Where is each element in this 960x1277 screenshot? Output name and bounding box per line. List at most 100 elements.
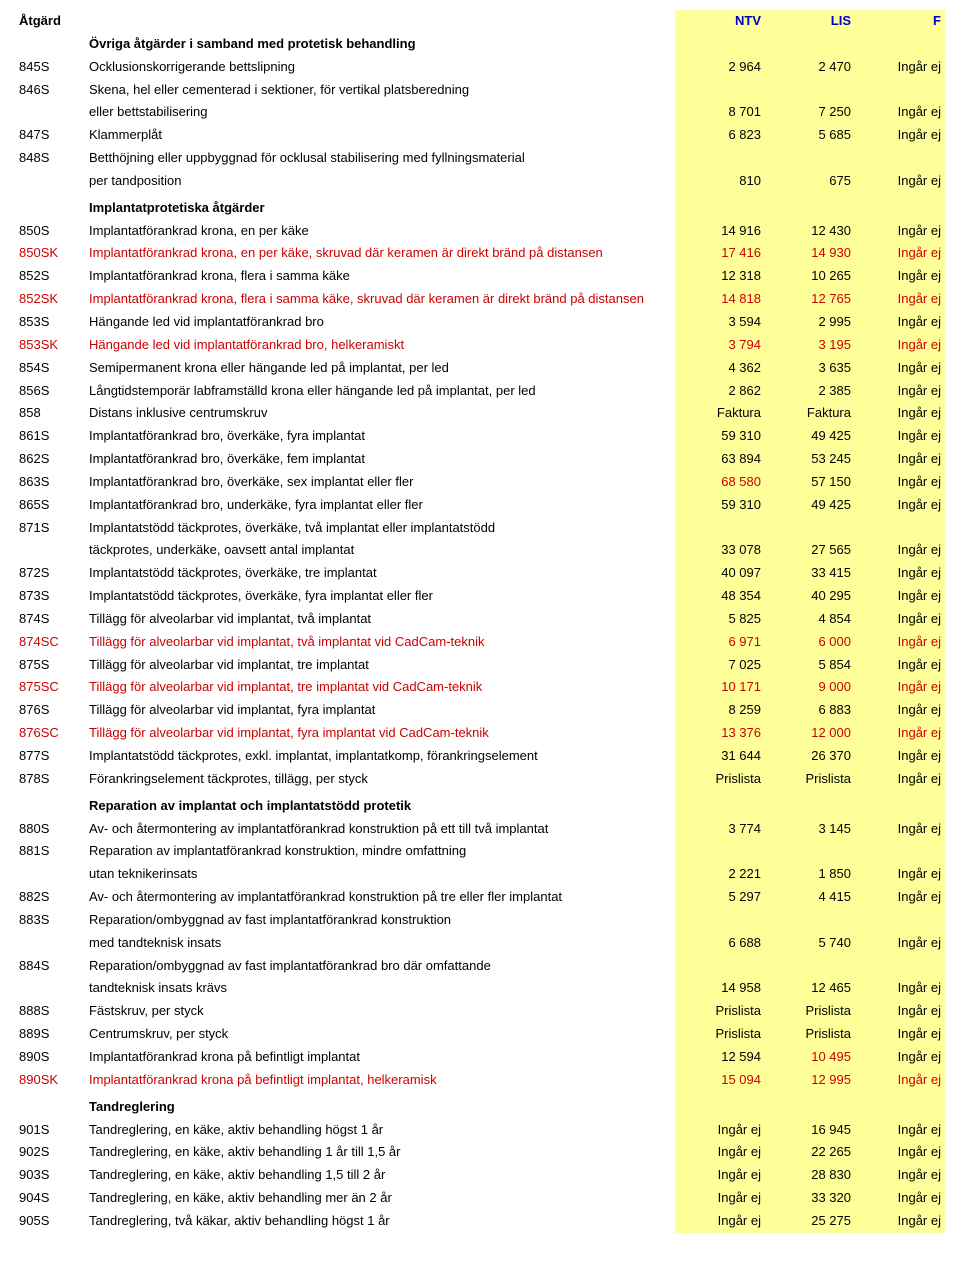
ntv-cell: 810 (675, 170, 765, 193)
price-table: ÅtgärdNTVLISFÖvriga åtgärder i samband m… (15, 10, 945, 1233)
f-cell: Ingår ej (855, 170, 945, 193)
table-row: 853SKHängande led vid implantatförankrad… (15, 334, 945, 357)
table-row: 871SImplantatstödd täckprotes, överkäke,… (15, 517, 945, 540)
f-cell: Ingår ej (855, 608, 945, 631)
lis-cell: 12 000 (765, 722, 855, 745)
code-cell: 845S (15, 56, 85, 79)
lis-cell: 5 685 (765, 124, 855, 147)
code-cell: 877S (15, 745, 85, 768)
f-cell: Ingår ej (855, 220, 945, 243)
desc-cell: Tillägg för alveolarbar vid implantat, t… (85, 608, 675, 631)
f-cell (855, 79, 945, 102)
lis-cell: 10 265 (765, 265, 855, 288)
ntv-cell: 48 354 (675, 585, 765, 608)
lis-cell (765, 517, 855, 540)
lis-cell: 53 245 (765, 448, 855, 471)
f-cell: Ingår ej (855, 977, 945, 1000)
table-row: 850SKImplantatförankrad krona, en per kä… (15, 242, 945, 265)
table-row: 889SCentrumskruv, per styckPrislistaPris… (15, 1023, 945, 1046)
f-cell: Ingår ej (855, 1023, 945, 1046)
ntv-cell: 31 644 (675, 745, 765, 768)
f-cell: Ingår ej (855, 863, 945, 886)
code-cell: 884S (15, 955, 85, 978)
f-cell: Ingår ej (855, 654, 945, 677)
code-cell (15, 170, 85, 193)
f-cell: Ingår ej (855, 539, 945, 562)
ntv-cell: 40 097 (675, 562, 765, 585)
f-cell (855, 955, 945, 978)
f-cell: Ingår ej (855, 242, 945, 265)
table-row: 902STandreglering, en käke, aktiv behand… (15, 1141, 945, 1164)
table-row: 845SOcklusionskorrigerande bettslipning2… (15, 56, 945, 79)
table-row: 873SImplantatstödd täckprotes, överkäke,… (15, 585, 945, 608)
ntv-cell: 8 701 (675, 101, 765, 124)
f-cell: Ingår ej (855, 425, 945, 448)
lis-cell: 5 740 (765, 932, 855, 955)
ntv-cell: 6 688 (675, 932, 765, 955)
f-cell: Ingår ej (855, 334, 945, 357)
f-cell (855, 840, 945, 863)
desc-cell: Implantatförankrad krona, flera i samma … (85, 265, 675, 288)
f-cell: Ingår ej (855, 932, 945, 955)
ntv-cell: 6 823 (675, 124, 765, 147)
code-cell: 890SK (15, 1069, 85, 1092)
ntv-cell: Prislista (675, 1023, 765, 1046)
code-cell: 874S (15, 608, 85, 631)
desc-cell: Klammerplåt (85, 124, 675, 147)
lis-cell (765, 79, 855, 102)
ntv-cell: Ingår ej (675, 1164, 765, 1187)
code-cell: 905S (15, 1210, 85, 1233)
ntv-cell: 6 971 (675, 631, 765, 654)
desc-cell: eller bettstabilisering (85, 101, 675, 124)
table-row: 874SCTillägg för alveolarbar vid implant… (15, 631, 945, 654)
table-row: täckprotes, underkäke, oavsett antal imp… (15, 539, 945, 562)
code-cell: 904S (15, 1187, 85, 1210)
lis-cell: 14 930 (765, 242, 855, 265)
f-cell: Ingår ej (855, 380, 945, 403)
f-cell: Ingår ej (855, 265, 945, 288)
table-row: 901STandreglering, en käke, aktiv behand… (15, 1119, 945, 1142)
desc-cell: Tandreglering, en käke, aktiv behandling… (85, 1187, 675, 1210)
desc-cell: Tillägg för alveolarbar vid implantat, f… (85, 699, 675, 722)
f-cell (855, 517, 945, 540)
table-row: 883SReparation/ombyggnad av fast implant… (15, 909, 945, 932)
f-cell: Ingår ej (855, 1141, 945, 1164)
code-cell: 880S (15, 818, 85, 841)
f-cell: Ingår ej (855, 288, 945, 311)
desc-cell: Implantatförankrad bro, överkäke, fyra i… (85, 425, 675, 448)
table-row: 852SImplantatförankrad krona, flera i sa… (15, 265, 945, 288)
f-cell: Ingår ej (855, 124, 945, 147)
ntv-cell: 7 025 (675, 654, 765, 677)
table-row: 872SImplantatstödd täckprotes, överkäke,… (15, 562, 945, 585)
lis-cell: 2 385 (765, 380, 855, 403)
ntv-cell: Prislista (675, 1000, 765, 1023)
ntv-cell: 3 774 (675, 818, 765, 841)
code-cell: 853S (15, 311, 85, 334)
f-cell (855, 147, 945, 170)
table-row: 847SKlammerplåt6 8235 685Ingår ej (15, 124, 945, 147)
ntv-cell: 59 310 (675, 494, 765, 517)
ntv-cell: 68 580 (675, 471, 765, 494)
desc-cell: Tandreglering, en käke, aktiv behandling… (85, 1119, 675, 1142)
lis-cell (765, 909, 855, 932)
f-cell: Ingår ej (855, 818, 945, 841)
table-row: 904STandreglering, en käke, aktiv behand… (15, 1187, 945, 1210)
desc-cell: Tillägg för alveolarbar vid implantat, t… (85, 654, 675, 677)
table-row: 875STillägg för alveolarbar vid implanta… (15, 654, 945, 677)
code-cell (15, 101, 85, 124)
lis-cell: 22 265 (765, 1141, 855, 1164)
desc-cell: Tandreglering, en käke, aktiv behandling… (85, 1141, 675, 1164)
lis-cell (765, 955, 855, 978)
table-row: 905STandreglering, två käkar, aktiv beha… (15, 1210, 945, 1233)
desc-cell: Implantatförankrad krona, en per käke, s… (85, 242, 675, 265)
ntv-cell: 4 362 (675, 357, 765, 380)
ntv-cell: 14 818 (675, 288, 765, 311)
desc-cell: Implantatförankrad krona på befintligt i… (85, 1046, 675, 1069)
ntv-cell: 13 376 (675, 722, 765, 745)
code-cell: 856S (15, 380, 85, 403)
code-cell: 901S (15, 1119, 85, 1142)
lis-cell: 12 465 (765, 977, 855, 1000)
ntv-cell: Ingår ej (675, 1119, 765, 1142)
ntv-cell: Ingår ej (675, 1141, 765, 1164)
table-row: Tandreglering (15, 1096, 945, 1119)
